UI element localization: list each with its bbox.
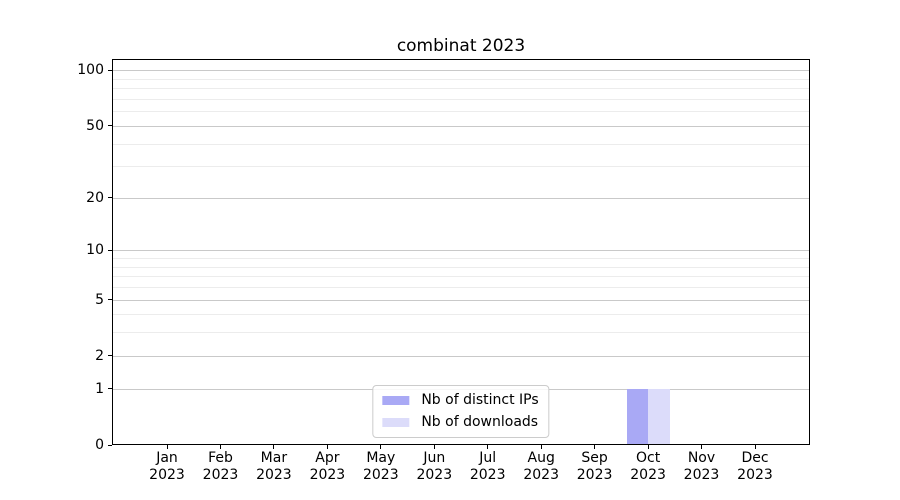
x-tick — [166, 445, 168, 449]
y-tick — [108, 125, 112, 127]
x-tick — [433, 445, 435, 449]
x-tick-label: Jul 2023 — [452, 450, 524, 483]
x-tick-year: 2023 — [202, 466, 239, 483]
y-tick — [108, 388, 112, 390]
x-tick-year: 2023 — [149, 466, 185, 483]
y-gridline-minor — [112, 143, 810, 145]
x-tick-month: Aug — [527, 450, 555, 466]
x-tick-year: 2023 — [683, 466, 720, 483]
legend-swatch-downloads — [382, 418, 410, 427]
x-tick-year: 2023 — [416, 466, 453, 483]
x-tick-month: Nov — [687, 450, 716, 466]
y-tick — [108, 355, 112, 357]
x-tick-label: Oct 2023 — [612, 450, 684, 483]
x-tick-month: Oct — [635, 450, 661, 466]
x-tick-label: Mar 2023 — [238, 450, 310, 483]
y-gridline-major — [112, 197, 810, 199]
y-tick — [108, 249, 112, 251]
x-tick-year: 2023 — [523, 466, 559, 483]
y-tick-label: 50 — [86, 117, 104, 134]
x-tick-month: Mar — [260, 450, 288, 466]
y-tick-label: 0 — [95, 437, 104, 453]
y-tick-label: 2 — [95, 347, 104, 364]
x-tick — [273, 445, 275, 449]
y-gridline-minor — [112, 314, 810, 316]
x-tick — [754, 445, 756, 449]
y-tick — [108, 197, 112, 199]
x-tick — [701, 445, 702, 449]
x-tick-label: Apr 2023 — [291, 450, 363, 483]
x-tick-month: Dec — [741, 450, 769, 466]
x-tick-year: 2023 — [469, 466, 506, 483]
x-tick-label: Feb 2023 — [185, 450, 257, 483]
y-gridline-minor — [112, 78, 810, 80]
x-tick — [380, 445, 382, 449]
x-tick-month: Apr — [315, 450, 340, 466]
legend-item-distinct-ips: Nb of distinct IPs — [382, 392, 539, 409]
x-tick — [540, 445, 542, 449]
y-tick-label: 10 — [86, 242, 104, 259]
x-tick-month: Sep — [581, 450, 608, 466]
y-tick-label: 100 — [77, 62, 104, 79]
x-tick — [594, 445, 596, 449]
y-gridline-major — [112, 250, 810, 252]
x-tick-label: Jan 2023 — [131, 450, 203, 483]
x-tick-month: May — [366, 450, 396, 466]
x-tick — [647, 445, 649, 449]
y-tick-label: 1 — [95, 380, 104, 397]
y-gridline-minor — [112, 276, 810, 278]
y-tick-label: 5 — [95, 291, 104, 308]
legend-label-distinct-ips: Nb of distinct IPs — [421, 392, 539, 408]
y-gridline-minor — [112, 88, 810, 90]
y-gridline-major — [112, 355, 810, 357]
y-gridline-major — [112, 125, 810, 127]
x-tick — [326, 445, 328, 449]
x-tick-year: 2023 — [309, 466, 346, 483]
legend-swatch-distinct-ips — [382, 396, 410, 405]
bar-nb-of-downloads — [648, 388, 670, 444]
x-tick-label: Aug 2023 — [505, 450, 577, 483]
chart-title: combinat 2023 — [396, 36, 526, 56]
x-tick-year: 2023 — [362, 466, 399, 483]
x-tick-month: Jul — [479, 450, 497, 466]
legend-label-downloads: Nb of downloads — [421, 414, 539, 430]
x-tick-year: 2023 — [630, 466, 666, 483]
x-tick-month: Jun — [423, 450, 446, 466]
x-tick — [220, 445, 221, 449]
plot-area: Nb of distinct IPs Nb of downloads — [112, 59, 810, 445]
x-tick-label: Nov 2023 — [666, 450, 738, 483]
x-tick — [487, 445, 489, 449]
x-tick-month: Jan — [156, 450, 178, 466]
y-tick — [108, 299, 112, 300]
y-gridline-minor — [112, 258, 810, 259]
y-gridline-minor — [112, 287, 810, 288]
y-tick — [108, 444, 112, 446]
x-tick-label: Dec 2023 — [719, 450, 791, 483]
x-tick-label: May 2023 — [345, 450, 417, 483]
y-gridline-major — [112, 299, 810, 301]
x-tick-month: Feb — [208, 450, 233, 466]
x-tick-year: 2023 — [737, 466, 773, 483]
x-tick-label: Jun 2023 — [398, 450, 470, 483]
y-gridline-minor — [112, 332, 810, 334]
y-tick — [108, 69, 112, 71]
y-gridline-minor — [112, 98, 810, 100]
y-gridline-minor — [112, 266, 810, 268]
legend: Nb of distinct IPs Nb of downloads — [372, 385, 550, 438]
legend-item-downloads: Nb of downloads — [382, 414, 538, 431]
x-tick-label: Sep 2023 — [559, 450, 631, 483]
y-tick-label: 20 — [86, 189, 104, 206]
x-tick-year: 2023 — [576, 466, 613, 483]
y-gridline-minor — [112, 111, 810, 113]
y-gridline-minor — [112, 166, 810, 168]
x-tick-year: 2023 — [256, 466, 292, 483]
y-gridline-major — [112, 70, 810, 72]
bar-nb-of-distinct-ips — [626, 388, 649, 444]
